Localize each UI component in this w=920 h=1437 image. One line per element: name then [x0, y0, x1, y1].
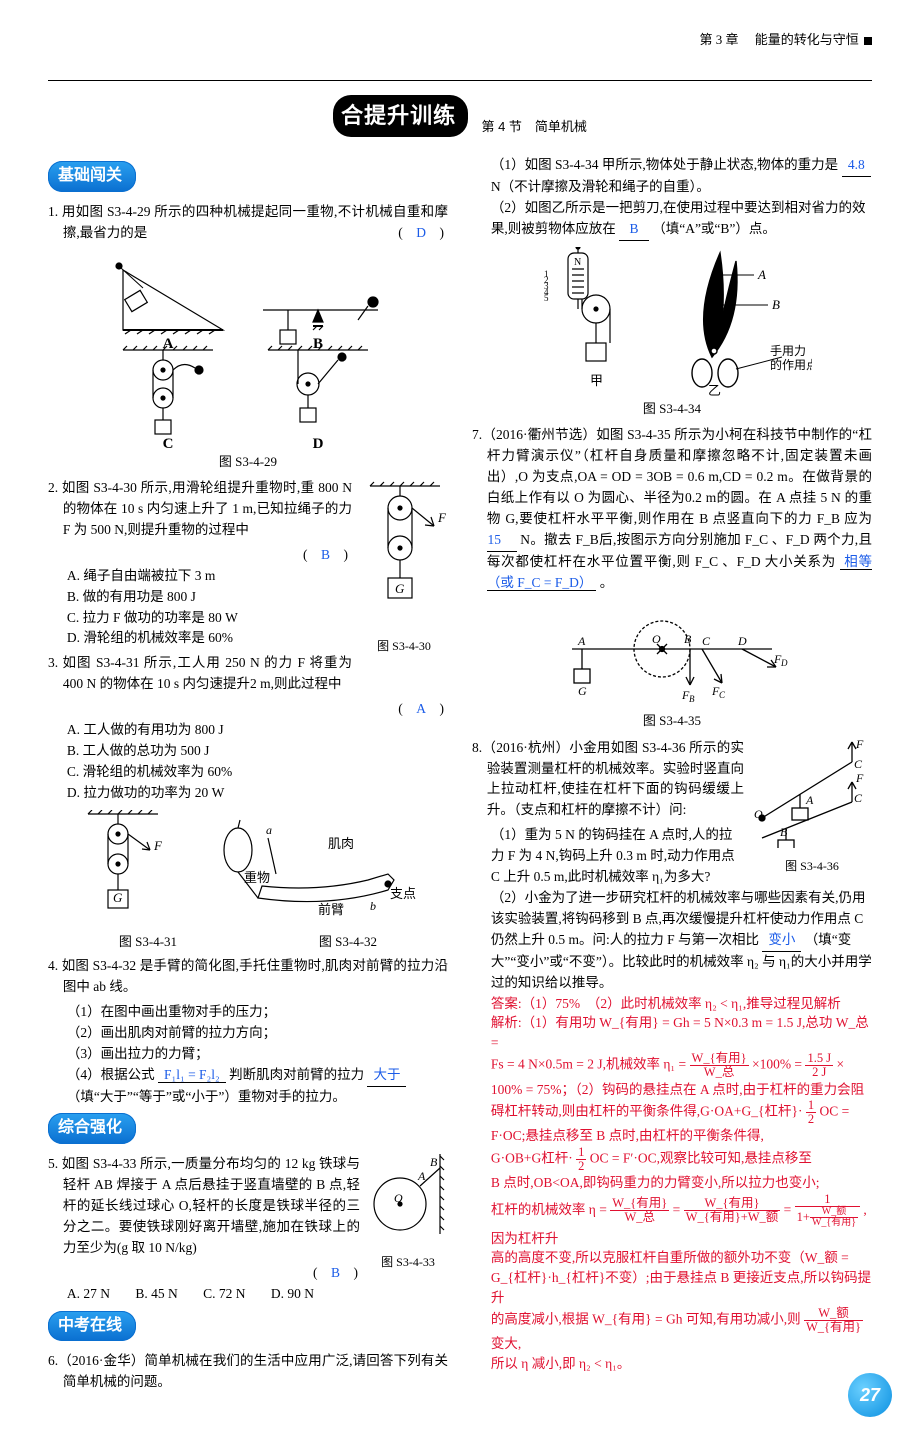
svg-text:N: N	[574, 257, 581, 268]
svg-text:B: B	[313, 336, 323, 352]
fig-34: N 12 345 甲	[472, 247, 872, 397]
q3-options: A. 工人做的有用功为 800 J B. 工人做的总功为 500 J C. 滑轮…	[48, 720, 448, 804]
svg-text:B: B	[684, 632, 692, 646]
q3-answer: A	[416, 701, 426, 716]
svg-text:支点: 支点	[390, 886, 416, 901]
svg-text:A: A	[417, 1169, 426, 1183]
q5-answer: B	[331, 1265, 340, 1280]
svg-text:A: A	[163, 336, 174, 352]
q7-stem: 7.（2016·衢州节选）如图 S3-4-35 所示为小柯在科技节中制作的“杠杆…	[472, 425, 872, 593]
q5-figure: A B O 图 S3-4-33	[368, 1154, 448, 1278]
svg-text:前臂: 前臂	[318, 902, 344, 917]
svg-text:B: B	[772, 297, 780, 312]
svg-text:A: A	[757, 267, 766, 282]
svg-text:O: O	[754, 807, 763, 821]
svg-text:乙: 乙	[708, 383, 721, 397]
svg-text:C: C	[163, 436, 174, 450]
svg-text:C: C	[702, 634, 711, 648]
left-column: 基础闯关 1. 用如图 S3-4-29 所示的四种机械提起同一重物,不计机械自重…	[48, 155, 448, 1397]
svg-text:甲: 甲	[590, 373, 603, 388]
q5-options: A. 27 N B. 45 N C. 72 N D. 90 N	[48, 1284, 448, 1305]
header-square	[864, 37, 872, 45]
q4-formula: F₁l₁ = F₂l₂	[158, 1067, 226, 1083]
svg-text:B: B	[689, 694, 695, 704]
svg-text:肌肉: 肌肉	[328, 836, 354, 851]
svg-text:b: b	[370, 899, 376, 913]
svg-text:D: D	[737, 634, 747, 648]
q6p2-answer: B	[619, 219, 649, 241]
q2-answer: B	[321, 547, 330, 562]
svg-text:O: O	[652, 632, 661, 646]
q8-p2-answer: 变小	[762, 930, 801, 952]
svg-text:G: G	[578, 684, 587, 698]
q1-answer: D	[416, 225, 426, 240]
fig-35: A O B C D G FB FC FD	[472, 599, 872, 709]
section-basic: 基础闯关	[48, 161, 136, 192]
chapter-label: 第 3 章	[699, 32, 738, 47]
fig-36: F C F C O B A 图 S3-4-36	[752, 738, 872, 882]
q8-explanation: 解析:（1）有用功 W_{有用} = Gh = 5 N×0.3 m = 1.5 …	[472, 1013, 872, 1373]
right-column: （1）如图 S3-4-34 甲所示,物体处于静止状态,物体的重力是 4.8 N（…	[472, 155, 872, 1397]
svg-text:F: F	[855, 771, 864, 785]
svg-text:C: C	[854, 757, 863, 771]
svg-text:B: B	[430, 1155, 438, 1169]
q6p1-answer: 4.8	[842, 155, 872, 177]
q7-ans1: 15	[487, 530, 517, 552]
page-number: 27	[848, 1373, 892, 1417]
svg-text:的作用点: 的作用点	[770, 357, 812, 372]
q2-figure: F G 图 S3-4-30	[360, 478, 448, 662]
svg-text:B: B	[780, 825, 788, 839]
q4-answer: 大于	[367, 1065, 406, 1087]
title-sub: 第 4 节 简单机械	[481, 117, 586, 137]
q1-figure: A B C D	[48, 250, 448, 450]
svg-text:5: 5	[544, 293, 549, 303]
q4-stem: 4. 如图 S3-4-32 是手臂的简化图,手托住重物时,肌肉对前臂的拉力沿图中…	[48, 956, 448, 998]
svg-text:A: A	[805, 793, 814, 807]
svg-text:D: D	[780, 658, 788, 668]
svg-text:A: A	[577, 634, 586, 648]
svg-text:F: F	[855, 738, 864, 751]
svg-text:C: C	[854, 791, 863, 805]
svg-text:手用力: 手用力	[770, 344, 806, 358]
svg-text:a: a	[266, 823, 272, 837]
q1-stem: 1. 用如图 S3-4-29 所示的四种机械提起同一重物,不计机械自重和摩擦,最…	[48, 202, 448, 244]
section-enhance: 综合强化	[48, 1113, 136, 1144]
svg-text:G: G	[395, 581, 405, 596]
title-badge: 合提升训练	[333, 95, 468, 137]
header-rule	[48, 80, 872, 81]
q4-figures: F G 肌肉 重物 前臂 支点 a b	[48, 810, 448, 930]
q8-answer-line: 答案:（1）75% （2）此时机械效率 η₂ < η₁,推导过程见解析	[472, 994, 872, 1014]
svg-text:C: C	[719, 690, 726, 700]
svg-text:G: G	[113, 890, 123, 905]
q1-caption: 图 S3-4-29	[48, 452, 448, 472]
q6-stem: 6.（2016·金华）简单机械在我们的生活中应用广泛,请回答下列有关简单机械的问…	[48, 1351, 448, 1393]
chapter-header: 第 3 章 能量的转化与守恒	[48, 30, 872, 50]
svg-text:O: O	[394, 1191, 403, 1205]
svg-text:重物: 重物	[244, 870, 270, 885]
section-exam: 中考在线	[48, 1311, 136, 1342]
svg-text:F: F	[153, 838, 163, 853]
chapter-title: 能量的转化与守恒	[755, 32, 859, 47]
svg-text:F: F	[437, 510, 447, 525]
svg-text:D: D	[313, 436, 324, 450]
main-title: 合提升训练 第 4 节 简单机械	[48, 95, 872, 137]
